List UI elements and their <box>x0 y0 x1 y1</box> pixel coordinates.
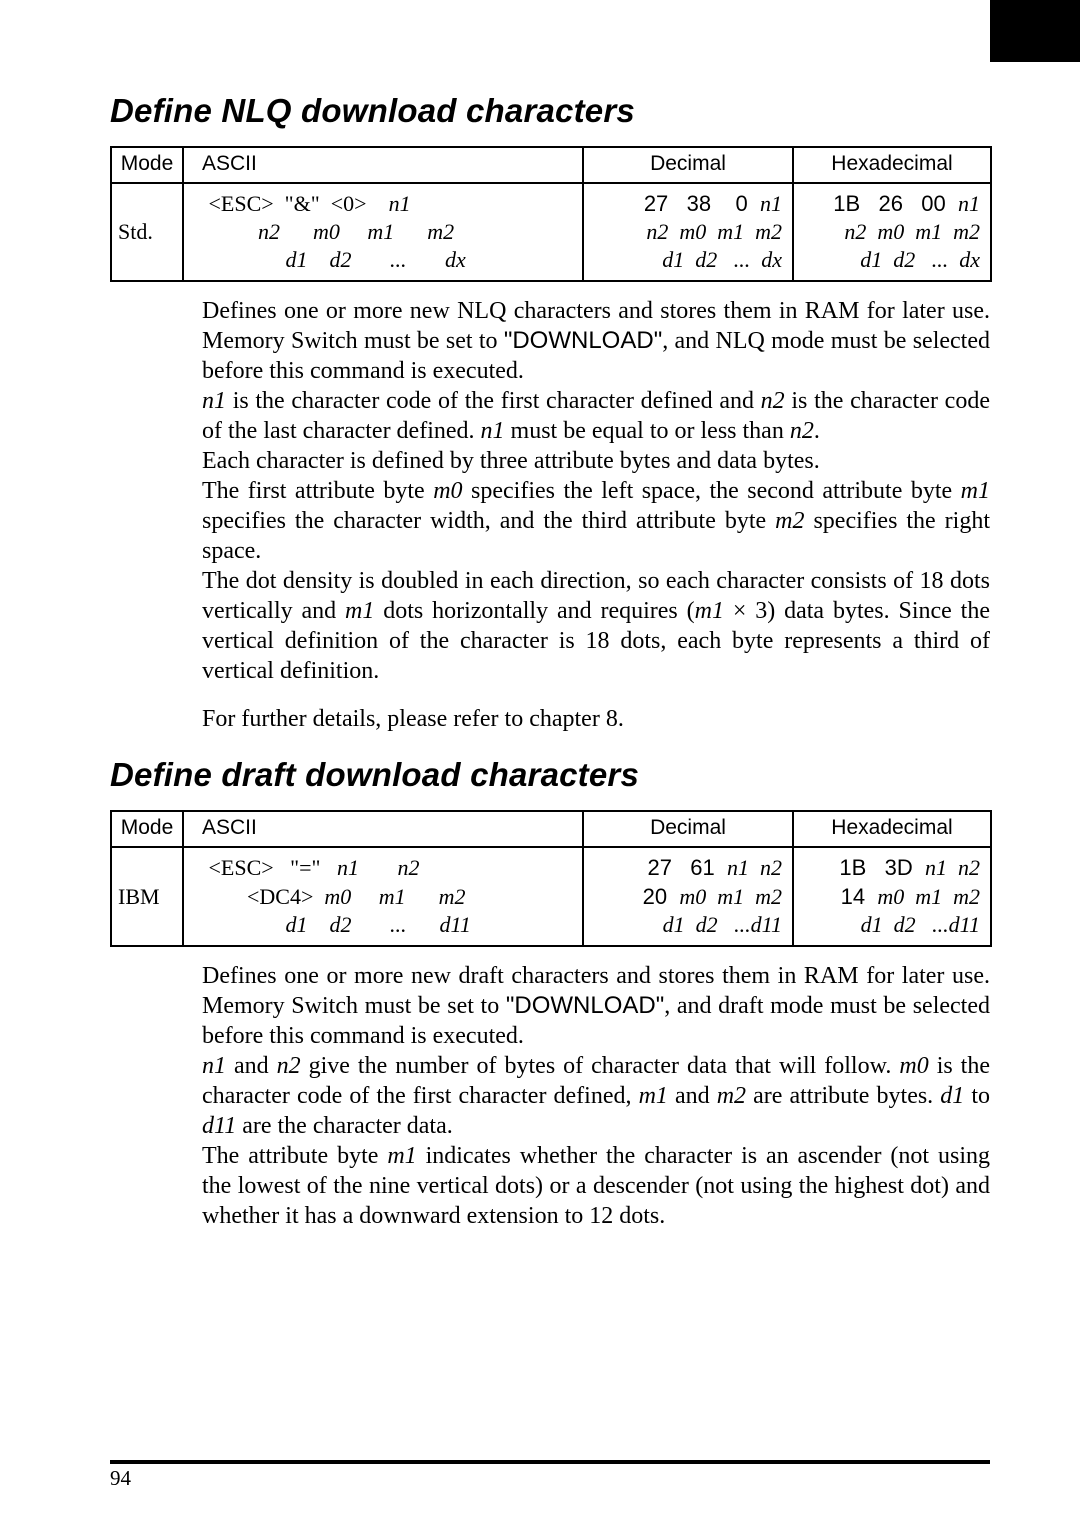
section2-title: Define draft download characters <box>110 756 990 794</box>
th-decimal: Decimal <box>583 811 793 847</box>
s2-p3: The attribute byte m1 indicates whether … <box>202 1141 990 1231</box>
s2-p1: Defines one or more new draft characters… <box>202 961 990 1051</box>
ascii-cell: <ESC> "=" n1 n2 <DC4> m0 m1 m2 d1 d2 ...… <box>183 847 583 945</box>
th-ascii: ASCII <box>183 147 583 183</box>
decimal-cell: 27 38 0 n1 n2 m0 m1 m2 d1 d2 ... dx <box>583 183 793 281</box>
corner-decoration <box>990 0 1080 62</box>
s2-p2: n1 and n2 give the number of bytes of ch… <box>202 1051 990 1141</box>
page: Define NLQ download characters Mode ASCI… <box>0 0 1080 1533</box>
mode-cell: Std. <box>111 183 183 281</box>
s1-p1: Defines one or more new NLQ characters a… <box>202 296 990 386</box>
section2-table: Mode ASCII Decimal Hexadecimal IBM <ESC>… <box>110 810 992 946</box>
section2-body: Defines one or more new draft characters… <box>202 961 990 1231</box>
s1-p6: For further details, please refer to cha… <box>202 704 990 734</box>
s1-p2: n1 is the character code of the first ch… <box>202 386 990 446</box>
s1-p3: Each character is defined by three attri… <box>202 446 990 476</box>
section1-table: Mode ASCII Decimal Hexadecimal Std. <ESC… <box>110 146 992 282</box>
footer-rule <box>110 1460 990 1464</box>
th-hex: Hexadecimal <box>793 147 991 183</box>
footer: 94 <box>110 1460 990 1491</box>
th-ascii: ASCII <box>183 811 583 847</box>
ascii-cell: <ESC> "&" <0> n1 n2 m0 m1 m2 d1 d2 ... d… <box>183 183 583 281</box>
mode-cell: IBM <box>111 847 183 945</box>
s1-p4: The first attribute byte m0 specifies th… <box>202 476 990 566</box>
hex-cell: 1B 26 00 n1 n2 m0 m1 m2 d1 d2 ... dx <box>793 183 991 281</box>
page-number: 94 <box>110 1466 990 1491</box>
decimal-cell: 27 61 n1 n2 20 m0 m1 m2 d1 d2 ...d11 <box>583 847 793 945</box>
th-mode: Mode <box>111 811 183 847</box>
section1-body: Defines one or more new NLQ characters a… <box>202 296 990 734</box>
th-mode: Mode <box>111 147 183 183</box>
th-hex: Hexadecimal <box>793 811 991 847</box>
hex-cell: 1B 3D n1 n2 14 m0 m1 m2 d1 d2 ...d11 <box>793 847 991 945</box>
th-decimal: Decimal <box>583 147 793 183</box>
section1-title: Define NLQ download characters <box>110 92 990 130</box>
s1-p5: The dot density is doubled in each direc… <box>202 566 990 686</box>
